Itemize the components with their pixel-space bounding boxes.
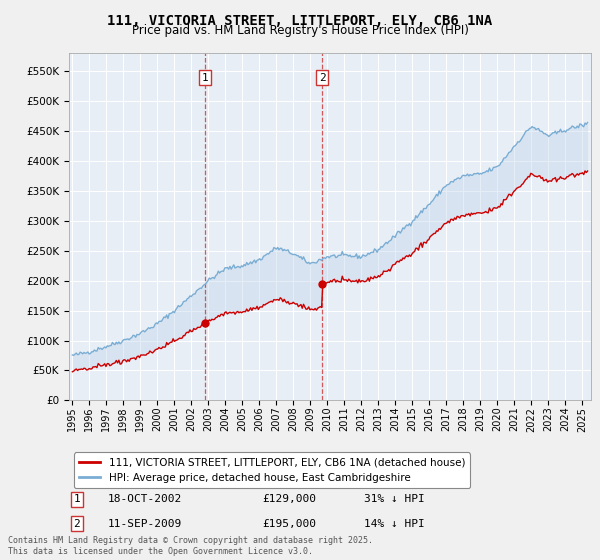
Text: £195,000: £195,000: [262, 519, 316, 529]
Text: 14% ↓ HPI: 14% ↓ HPI: [364, 519, 425, 529]
Text: 111, VICTORIA STREET, LITTLEPORT, ELY, CB6 1NA: 111, VICTORIA STREET, LITTLEPORT, ELY, C…: [107, 14, 493, 28]
Legend: 111, VICTORIA STREET, LITTLEPORT, ELY, CB6 1NA (detached house), HPI: Average pr: 111, VICTORIA STREET, LITTLEPORT, ELY, C…: [74, 452, 470, 488]
Text: Contains HM Land Registry data © Crown copyright and database right 2025.
This d: Contains HM Land Registry data © Crown c…: [8, 536, 373, 556]
Text: £129,000: £129,000: [262, 494, 316, 505]
Text: 1: 1: [202, 72, 208, 82]
Text: 18-OCT-2002: 18-OCT-2002: [108, 494, 182, 505]
Text: 1: 1: [73, 494, 80, 505]
Text: 31% ↓ HPI: 31% ↓ HPI: [364, 494, 425, 505]
Text: 2: 2: [73, 519, 80, 529]
Text: Price paid vs. HM Land Registry's House Price Index (HPI): Price paid vs. HM Land Registry's House …: [131, 24, 469, 36]
Text: 2: 2: [319, 72, 326, 82]
Text: 11-SEP-2009: 11-SEP-2009: [108, 519, 182, 529]
